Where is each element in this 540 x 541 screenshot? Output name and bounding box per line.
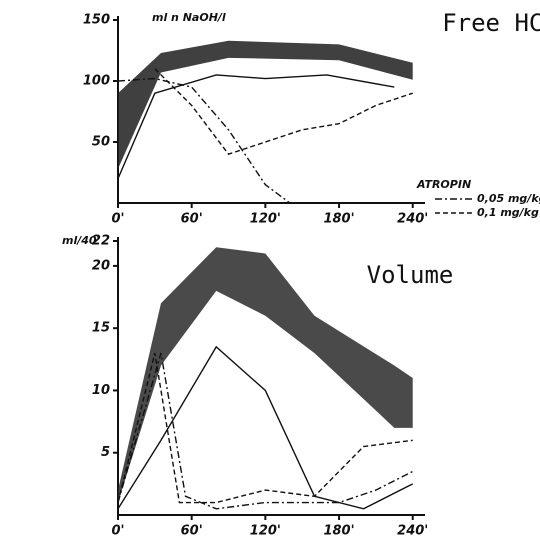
- legend-title: ATROPIN: [416, 178, 471, 191]
- y-axis-label: ml n NaOH/l: [152, 11, 226, 24]
- x-tick-label: 240': [397, 212, 428, 227]
- y-axis-label: ml/40': [62, 234, 100, 247]
- series-line: [154, 68, 413, 156]
- legend-label: 0,1 mg/kg: [477, 206, 539, 219]
- series-line: [117, 352, 413, 504]
- chart-title: Volume: [367, 261, 454, 289]
- range-band: [118, 247, 413, 503]
- series-line: [117, 345, 414, 510]
- x-tick-label: 0': [111, 212, 124, 227]
- x-tick-label: 180': [323, 524, 354, 539]
- range-band: [118, 40, 413, 169]
- x-tick-label: 120': [250, 524, 281, 539]
- y-tick-label: 100: [83, 74, 110, 89]
- x-tick-label: 60': [181, 212, 203, 227]
- y-tick-label: 50: [92, 135, 110, 150]
- series-line: [117, 74, 395, 179]
- y-tick-label: 22: [92, 234, 110, 249]
- chart-title: Free HCL: [442, 9, 540, 37]
- series-line: [117, 77, 291, 204]
- x-tick-label: 120': [250, 212, 281, 227]
- x-tick-label: 0': [111, 524, 124, 539]
- x-tick-label: 240': [397, 524, 428, 539]
- y-tick-label: 20: [92, 258, 110, 273]
- x-tick-label: 60': [181, 524, 203, 539]
- y-tick-label: 5: [101, 445, 110, 460]
- legend-label: 0,05 mg/kg: [477, 192, 540, 205]
- y-tick-label: 150: [83, 13, 110, 28]
- x-tick-label: 180': [323, 212, 354, 227]
- y-tick-label: 15: [92, 321, 110, 336]
- y-tick-label: 10: [92, 383, 110, 398]
